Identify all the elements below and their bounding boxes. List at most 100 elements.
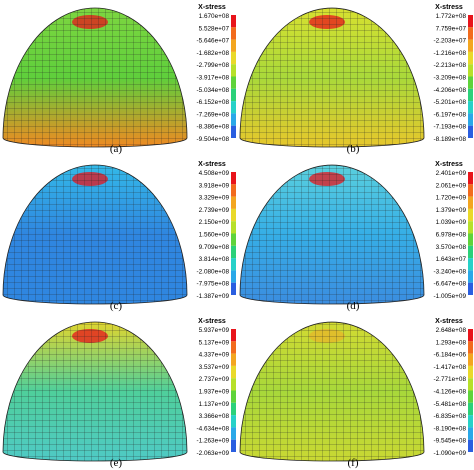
legend-swatch <box>468 172 473 185</box>
legend-swatch <box>231 101 236 114</box>
legend-value: -4.126e+08 <box>433 389 466 396</box>
legend-swatch <box>231 208 236 222</box>
legend-value: -2.203e+07 <box>433 38 466 45</box>
legend-swatch <box>231 64 236 77</box>
legend-swatch <box>231 402 236 416</box>
legend-value: -5.201e+08 <box>433 99 466 106</box>
legend-value: -1.387e+09 <box>196 293 229 300</box>
legend-title: X-stress <box>435 318 463 325</box>
legend-swatch <box>231 184 236 197</box>
legend-value: -2.213e+08 <box>433 62 466 69</box>
legend-value: 3.366e+08 <box>199 413 230 420</box>
panel-label: (a) <box>110 143 123 155</box>
legend-value: -4.634e+08 <box>196 425 229 432</box>
panel-label: (f) <box>348 457 359 469</box>
legend-swatch <box>468 415 473 428</box>
legend-value: 1.720e+09 <box>436 195 467 202</box>
legend-swatch <box>468 88 473 102</box>
legend-value: -1.090e+09 <box>433 450 466 457</box>
legend-value: -5.034e+08 <box>196 87 229 94</box>
legend-value: -8.386e+08 <box>196 124 229 131</box>
legend-value: -6.152e+08 <box>196 99 229 106</box>
legend-value: -7.269e+08 <box>196 111 229 118</box>
legend-value: -1.216e+08 <box>433 50 466 57</box>
legend-swatch <box>468 221 473 234</box>
legend-swatch <box>231 245 236 259</box>
legend-swatch <box>231 125 236 138</box>
legend-value: -5.481e+08 <box>433 401 466 408</box>
legend-swatch <box>231 76 236 89</box>
legend-value: 4.337e+09 <box>199 352 230 359</box>
legend-swatch <box>468 329 473 342</box>
legend-swatch <box>468 125 473 138</box>
legend-value: 2.648e+08 <box>436 327 467 334</box>
legend-value: -1.263e+09 <box>196 438 229 445</box>
legend-value: -3.209e+08 <box>433 75 466 82</box>
legend-value: -6.197e+08 <box>433 111 466 118</box>
legend-value: -3.240e+08 <box>433 268 466 275</box>
legend-value: 1.137e+09 <box>199 401 230 408</box>
legend-swatch <box>231 353 236 366</box>
legend-swatch <box>468 208 473 222</box>
legend-value: 1.293e+08 <box>436 339 467 346</box>
legend-swatch <box>468 270 473 283</box>
legend-value: 2.739e+09 <box>199 207 230 214</box>
mesh <box>240 322 424 461</box>
legend-value: 3.570e+08 <box>436 244 467 251</box>
legend-swatch <box>231 282 236 295</box>
legend-title: X-stress <box>198 4 226 11</box>
legend-title: X-stress <box>198 161 226 168</box>
legend-value: 1.560e+09 <box>199 232 230 239</box>
legend-swatch <box>231 365 236 379</box>
legend-value: -8.190e+08 <box>433 425 466 432</box>
dome-outline <box>239 7 425 148</box>
legend-swatch <box>468 15 473 28</box>
legend-value: 3.329e+09 <box>199 195 230 202</box>
legend-swatch <box>468 427 473 440</box>
legend-value: -9.504e+08 <box>196 136 229 143</box>
legend-value: -1.682e+08 <box>196 50 229 57</box>
mesh <box>3 322 187 461</box>
dome-outline <box>2 164 188 305</box>
legend-swatch <box>231 51 236 65</box>
legend-swatch <box>468 258 473 271</box>
legend-swatch <box>231 88 236 102</box>
legend-value: -1.417e+08 <box>433 364 466 371</box>
panel-label: (e) <box>110 457 123 469</box>
legend-value: 1.039e+09 <box>436 219 467 226</box>
mesh <box>3 165 187 304</box>
legend-swatch <box>468 341 473 354</box>
legend-swatch <box>468 101 473 114</box>
legend-title: X-stress <box>435 4 463 11</box>
legend-swatch <box>231 329 236 342</box>
legend-value: 3.918e+09 <box>199 182 230 189</box>
mesh <box>3 8 187 147</box>
legend-swatch <box>231 427 236 440</box>
panel-label: (b) <box>347 143 360 155</box>
legend-value: -8.189e+08 <box>433 136 466 143</box>
legend-swatch <box>231 258 236 271</box>
legend-swatch <box>231 439 236 452</box>
dome-outline <box>2 7 188 148</box>
legend-swatch <box>231 196 236 209</box>
dome-outline <box>239 164 425 305</box>
legend-value: -7.975e+08 <box>196 281 229 288</box>
legend-swatch <box>468 64 473 77</box>
legend-swatch <box>468 378 473 391</box>
legend-title: X-stress <box>198 318 226 325</box>
legend-swatch <box>468 39 473 52</box>
legend-swatch <box>468 51 473 65</box>
legend-swatch <box>468 27 473 40</box>
legend-title: X-stress <box>435 161 463 168</box>
panel-label: (c) <box>110 300 123 312</box>
mesh <box>240 8 424 147</box>
legend-value: 2.150e+09 <box>199 219 230 226</box>
legend-value: 7.759e+07 <box>436 25 467 32</box>
legend-swatch <box>468 196 473 209</box>
legend-value: -1.005e+09 <box>433 293 466 300</box>
legend-value: 2.737e+09 <box>199 376 230 383</box>
legend-swatch <box>231 341 236 354</box>
legend-swatch <box>468 113 473 126</box>
legend-value: 1.670e+08 <box>199 13 230 20</box>
